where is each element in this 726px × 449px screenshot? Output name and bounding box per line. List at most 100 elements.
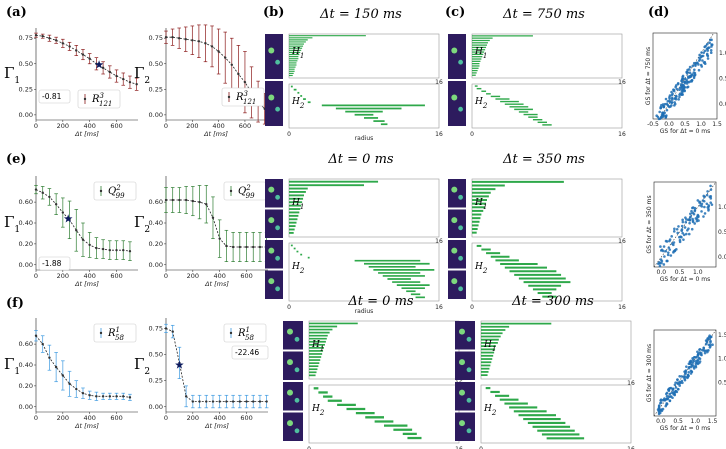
- x-axis-label: GS for Δt = 0 ms: [660, 276, 711, 283]
- scatter-point: [663, 111, 666, 115]
- radius-max: 16: [435, 304, 443, 311]
- scatter-point: [709, 188, 713, 191]
- scatter-point: [692, 359, 696, 363]
- data-point: [204, 42, 207, 45]
- scatter-point: [668, 399, 672, 402]
- scatter-point: [676, 378, 679, 381]
- barcode-frame: [288, 178, 440, 238]
- data-point: [258, 400, 262, 403]
- scatter-point: [680, 85, 684, 89]
- y-tick-label: 0.5: [718, 380, 726, 387]
- x-tick-label: 0.5: [675, 269, 685, 276]
- data-point: [41, 191, 44, 194]
- activity-blob: [275, 59, 280, 65]
- activity-blob: [287, 359, 293, 366]
- x-tick-label: 0.0: [657, 269, 667, 276]
- activity-thumbnail: [265, 240, 283, 269]
- scatter-point: [692, 367, 696, 370]
- activity-blob: [458, 255, 463, 261]
- data-point: [171, 36, 174, 39]
- scatter-point: [668, 100, 672, 104]
- data-point: [211, 400, 215, 403]
- activity-thumbnail: [448, 240, 466, 269]
- scatter-point: [686, 86, 689, 89]
- activity-thumbnail: [455, 351, 475, 380]
- legend-sub: 99: [116, 192, 125, 200]
- barcode-frame: [288, 33, 440, 79]
- scatter-point: [661, 249, 665, 253]
- scatter-point: [658, 110, 661, 114]
- legend-sub: 99: [246, 192, 255, 200]
- data-point: [218, 400, 221, 403]
- scatter-point: [667, 251, 670, 254]
- data-point: [61, 374, 65, 377]
- scatter-point: [674, 94, 678, 98]
- data-point: [81, 53, 85, 56]
- data-point: [198, 200, 201, 204]
- data-point: [95, 395, 98, 398]
- scatter-point: [699, 63, 703, 67]
- y-tick-label: 0.00: [19, 261, 33, 269]
- scatter-point: [670, 242, 674, 246]
- scatter-point: [684, 375, 688, 379]
- activity-thumbnail: [265, 179, 283, 208]
- legend-marker-dot: [229, 189, 233, 193]
- scatter-point: [709, 345, 712, 348]
- barcode-title: Δt = 750 ms: [502, 7, 585, 22]
- x-tick-label: 400: [83, 414, 95, 422]
- legend-box: [223, 323, 267, 343]
- barcode-frame: [480, 384, 632, 444]
- data-point: [252, 245, 255, 249]
- activity-blob: [294, 428, 300, 434]
- y-tick-label: 0.75: [149, 324, 163, 332]
- scatter-point: [696, 350, 699, 354]
- scatter-point: [681, 218, 684, 222]
- radius-max: 16: [627, 446, 635, 449]
- scatter-point: [693, 222, 697, 225]
- activity-blob: [268, 217, 275, 224]
- data-point: [238, 400, 242, 403]
- activity-blob: [294, 397, 300, 403]
- scatter-point: [700, 205, 704, 208]
- x-tick-label: 0: [34, 414, 38, 422]
- activity-blob: [268, 247, 275, 254]
- x-tick-label: 600: [110, 272, 122, 280]
- x-tick-label: 0: [34, 272, 38, 280]
- activity-blob: [466, 397, 472, 403]
- homology-sub: 1: [300, 52, 304, 60]
- y-tick-label: 0.25: [19, 85, 33, 93]
- data-point: [231, 400, 235, 403]
- scatter-point: [683, 378, 687, 382]
- legend-marker-dot: [227, 95, 231, 99]
- data-point: [128, 396, 132, 399]
- x-tick-label: 200: [187, 414, 199, 422]
- x-tick-label: 0: [164, 122, 168, 130]
- scatter-point: [664, 249, 668, 253]
- scatter-point: [682, 85, 686, 89]
- data-point: [95, 246, 98, 250]
- scatter-point: [694, 63, 697, 66]
- scatter-point: [685, 70, 688, 74]
- data-point: [225, 244, 228, 248]
- scatter-point: [704, 339, 708, 342]
- scatter-point: [657, 404, 661, 407]
- data-point: [122, 248, 125, 252]
- activity-blob: [451, 247, 458, 254]
- scatter-point: [681, 83, 685, 87]
- x-tick-label: 0.0: [664, 121, 674, 128]
- activity-blob: [275, 255, 280, 261]
- data-point: [198, 400, 201, 403]
- activity-blob: [451, 47, 458, 54]
- scatter-point: [705, 202, 709, 206]
- scatter-point: [679, 381, 683, 384]
- scatter-point: [694, 364, 697, 368]
- scatter-point: [693, 209, 697, 213]
- scatter-point: [675, 87, 679, 91]
- y-tick-label: 1.0: [719, 50, 726, 57]
- activity-thumbnail: [283, 412, 303, 441]
- y-axis-label: GS for Δt = 300 ms: [646, 344, 653, 402]
- scatter-point: [690, 370, 694, 374]
- y-tick-label: 0.5: [718, 229, 726, 236]
